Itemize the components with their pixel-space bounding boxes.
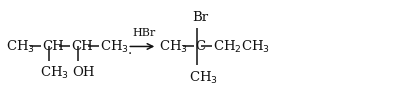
Text: .: .: [128, 44, 133, 57]
Text: Br: Br: [192, 11, 208, 24]
Text: CH: CH: [71, 40, 93, 53]
Text: CH$_3$: CH$_3$: [40, 65, 69, 81]
Text: CH$_3$: CH$_3$: [6, 38, 35, 55]
Text: CH$_3$: CH$_3$: [159, 38, 188, 55]
Text: CH$_3$: CH$_3$: [189, 70, 219, 86]
Text: HBr: HBr: [133, 28, 156, 38]
Text: OH: OH: [72, 66, 95, 79]
Text: C: C: [195, 40, 205, 53]
Text: CH$_3$: CH$_3$: [100, 38, 129, 55]
Text: CH: CH: [42, 40, 64, 53]
Text: CH$_2$CH$_3$: CH$_2$CH$_3$: [213, 38, 269, 55]
